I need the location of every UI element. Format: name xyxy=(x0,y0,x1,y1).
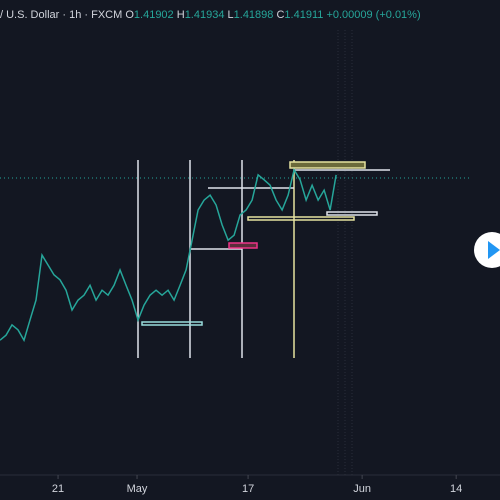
ohlc-value: 1.41911 xyxy=(284,9,323,21)
price-line-series xyxy=(0,167,337,343)
drawings xyxy=(137,160,390,358)
play-button[interactable] xyxy=(474,232,500,268)
ohlc-label: H xyxy=(177,9,185,21)
x-tick-label: May xyxy=(127,483,148,495)
ohlc-value: 1.41898 xyxy=(234,9,274,21)
ohlc-value: 1.41934 xyxy=(185,9,225,21)
x-tick-label: 17 xyxy=(242,483,254,495)
grid xyxy=(337,30,353,475)
ohlc-label: L xyxy=(228,9,234,21)
interval: 1h xyxy=(69,9,81,21)
ohlc-label: O xyxy=(125,9,134,21)
header: / U.S. Dollar · 1h · FXCM O1.41902 H1.41… xyxy=(0,9,421,21)
x-tick-label: 14 xyxy=(450,483,462,495)
symbol: / U.S. Dollar xyxy=(0,9,60,21)
source: FXCM xyxy=(91,9,122,21)
x-tick-label: Jun xyxy=(353,483,371,495)
change: +0.00009 (+0.01%) xyxy=(326,9,420,21)
x-tick-label: 21 xyxy=(52,483,64,495)
play-icon xyxy=(488,241,500,259)
ohlc-value: 1.41902 xyxy=(134,9,174,21)
ohlc-label: C xyxy=(276,9,284,21)
